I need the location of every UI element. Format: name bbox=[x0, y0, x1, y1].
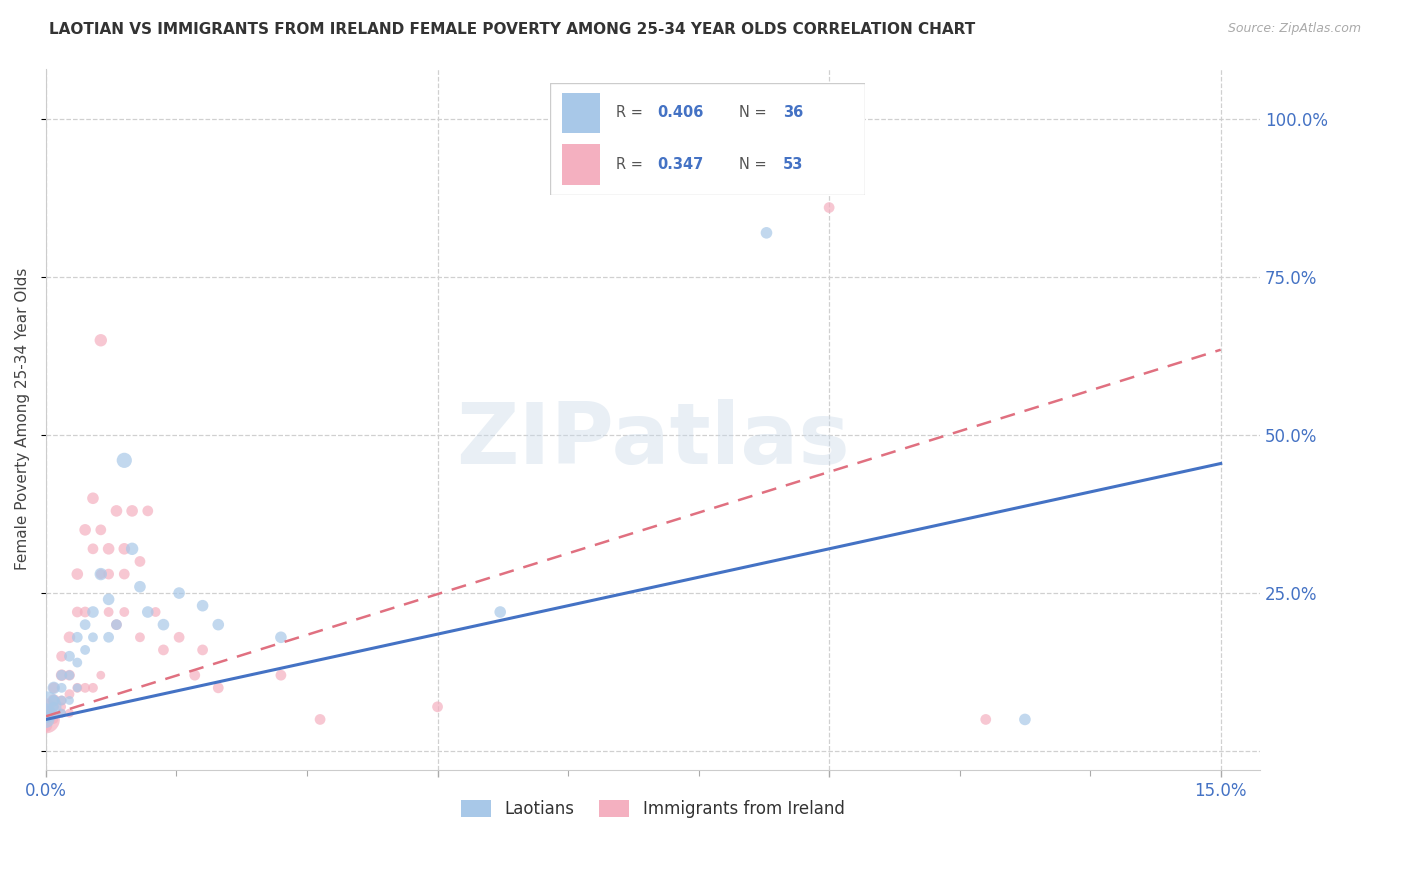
Point bbox=[42, 681, 65, 695]
Point bbox=[112, 541, 135, 556]
Point bbox=[82, 541, 104, 556]
Point bbox=[66, 630, 89, 644]
Point bbox=[75, 605, 97, 619]
Point bbox=[35, 699, 58, 714]
Point bbox=[35, 706, 58, 720]
Point bbox=[1014, 713, 1036, 727]
Point bbox=[90, 333, 112, 347]
Point bbox=[105, 617, 128, 632]
Point bbox=[152, 617, 174, 632]
Text: Source: ZipAtlas.com: Source: ZipAtlas.com bbox=[1227, 22, 1361, 36]
Point bbox=[191, 643, 214, 657]
Y-axis label: Female Poverty Among 25-34 Year Olds: Female Poverty Among 25-34 Year Olds bbox=[15, 268, 30, 571]
Point bbox=[75, 617, 97, 632]
Point bbox=[489, 605, 512, 619]
Point bbox=[51, 693, 73, 707]
Point bbox=[75, 643, 97, 657]
Point bbox=[90, 523, 112, 537]
Point bbox=[42, 713, 65, 727]
Point bbox=[35, 706, 58, 720]
Point bbox=[82, 605, 104, 619]
Point bbox=[35, 719, 58, 733]
Point bbox=[35, 713, 58, 727]
Point bbox=[51, 706, 73, 720]
Point bbox=[309, 713, 332, 727]
Point bbox=[51, 693, 73, 707]
Point bbox=[121, 541, 143, 556]
Point bbox=[129, 580, 152, 594]
Point bbox=[136, 504, 159, 518]
Point bbox=[66, 681, 89, 695]
Point bbox=[66, 656, 89, 670]
Point bbox=[35, 699, 58, 714]
Point bbox=[184, 668, 207, 682]
Point bbox=[129, 554, 152, 568]
Point bbox=[82, 491, 104, 506]
Point bbox=[58, 630, 80, 644]
Point bbox=[97, 567, 120, 582]
Point bbox=[58, 687, 80, 701]
Point bbox=[58, 668, 80, 682]
Point bbox=[97, 592, 120, 607]
Point bbox=[112, 567, 135, 582]
Point bbox=[97, 630, 120, 644]
Point bbox=[90, 567, 112, 582]
Point bbox=[270, 630, 292, 644]
Point bbox=[974, 713, 997, 727]
Point bbox=[818, 201, 841, 215]
Point bbox=[97, 605, 120, 619]
Point bbox=[66, 567, 89, 582]
Point bbox=[121, 504, 143, 518]
Point bbox=[66, 605, 89, 619]
Point bbox=[58, 668, 80, 682]
Point bbox=[35, 713, 58, 727]
Point bbox=[42, 693, 65, 707]
Point bbox=[207, 617, 229, 632]
Point bbox=[136, 605, 159, 619]
Point bbox=[42, 693, 65, 707]
Legend: Laotians, Immigrants from Ireland: Laotians, Immigrants from Ireland bbox=[454, 793, 852, 825]
Point bbox=[270, 668, 292, 682]
Point bbox=[105, 617, 128, 632]
Text: LAOTIAN VS IMMIGRANTS FROM IRELAND FEMALE POVERTY AMONG 25-34 YEAR OLDS CORRELAT: LAOTIAN VS IMMIGRANTS FROM IRELAND FEMAL… bbox=[49, 22, 976, 37]
Point bbox=[167, 630, 190, 644]
Point bbox=[51, 706, 73, 720]
Point bbox=[75, 523, 97, 537]
Point bbox=[90, 567, 112, 582]
Point bbox=[58, 693, 80, 707]
Point bbox=[42, 681, 65, 695]
Point bbox=[129, 630, 152, 644]
Point bbox=[42, 699, 65, 714]
Point bbox=[51, 681, 73, 695]
Point bbox=[75, 681, 97, 695]
Point bbox=[66, 681, 89, 695]
Point bbox=[51, 699, 73, 714]
Point bbox=[145, 605, 167, 619]
Point bbox=[90, 668, 112, 682]
Point bbox=[51, 668, 73, 682]
Point bbox=[42, 699, 65, 714]
Point bbox=[51, 668, 73, 682]
Point bbox=[152, 643, 174, 657]
Point bbox=[58, 649, 80, 664]
Point bbox=[97, 541, 120, 556]
Point bbox=[112, 453, 135, 467]
Point bbox=[82, 630, 104, 644]
Point bbox=[112, 605, 135, 619]
Point bbox=[82, 681, 104, 695]
Point bbox=[58, 706, 80, 720]
Point bbox=[105, 504, 128, 518]
Point bbox=[426, 699, 449, 714]
Point bbox=[51, 649, 73, 664]
Point bbox=[207, 681, 229, 695]
Text: ZIPatlas: ZIPatlas bbox=[456, 399, 849, 482]
Point bbox=[755, 226, 778, 240]
Point bbox=[167, 586, 190, 600]
Point bbox=[191, 599, 214, 613]
